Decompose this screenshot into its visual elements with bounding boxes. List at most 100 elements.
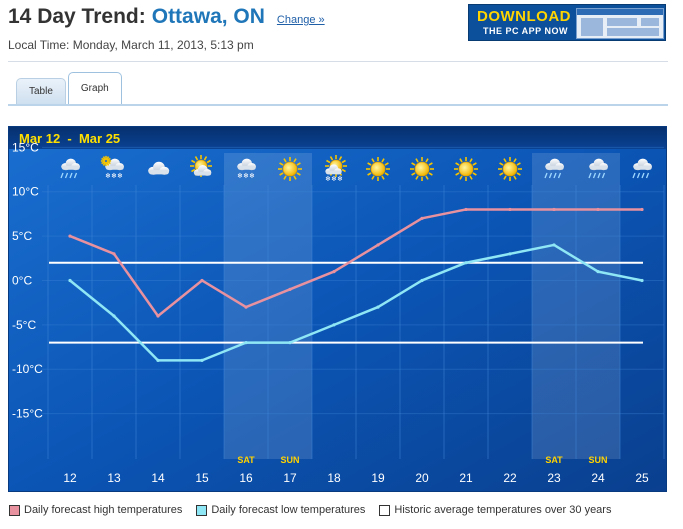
high-temp-point <box>68 234 72 238</box>
weekend-shade <box>576 153 620 459</box>
x-tick-label: 23 <box>547 471 561 485</box>
x-tick-label: 19 <box>371 471 385 485</box>
high-temp-point <box>156 314 160 318</box>
low-temp-point <box>464 261 468 265</box>
y-tick-label: 0°C <box>12 273 32 287</box>
svg-text:❄: ❄ <box>249 172 255 180</box>
svg-text:❄: ❄ <box>243 172 249 180</box>
chart-header-bar <box>9 127 666 149</box>
legend-label-historic: Historic average temperatures over 30 ye… <box>394 504 612 516</box>
low-temp-point <box>640 278 644 283</box>
low-temp-point <box>508 252 512 256</box>
weekend-label: SAT <box>237 455 255 465</box>
change-location-link[interactable]: Change » <box>276 14 325 26</box>
low-temp-point <box>552 243 556 247</box>
weekend-shade <box>268 153 312 459</box>
weekend-label: SUN <box>588 455 607 465</box>
tab-graph[interactable]: Graph <box>67 72 122 104</box>
chart-legend: Daily forecast high temperatures Daily f… <box>9 504 625 516</box>
page-title: 14 Day Trend: <box>8 5 146 28</box>
x-tick-label: 21 <box>459 471 473 485</box>
snow-icon: ❄ ❄ ❄ <box>237 158 256 180</box>
high-temp-point <box>508 207 512 212</box>
high-temp-point <box>244 305 248 309</box>
rain-icon <box>588 158 608 179</box>
high-temp-point <box>464 207 468 212</box>
x-tick-label: 14 <box>151 471 165 485</box>
y-tick-label: -5°C <box>12 318 36 332</box>
sun-icon <box>410 157 434 181</box>
svg-text:❄: ❄ <box>331 175 337 183</box>
high-temp-point <box>112 252 116 256</box>
y-tick-label: 15°C <box>12 140 39 154</box>
low-temp-point <box>420 278 424 283</box>
legend-label-high: Daily forecast high temperatures <box>24 504 183 516</box>
legend-label-low: Daily forecast low temperatures <box>211 504 366 516</box>
sun-icon <box>366 157 390 181</box>
legend-item-high: Daily forecast high temperatures <box>9 504 182 516</box>
x-tick-label: 12 <box>63 471 77 485</box>
x-tick-label: 22 <box>503 471 517 485</box>
y-tick-label: -10°C <box>12 362 43 376</box>
view-tabs: Table Graph <box>16 72 124 104</box>
svg-text:❄: ❄ <box>105 172 111 180</box>
low-temp-point <box>596 269 600 274</box>
header-divider <box>8 61 668 62</box>
high-temp-point <box>332 269 336 274</box>
sun-icon <box>454 157 478 181</box>
low-temp-point <box>200 358 204 362</box>
tab-table[interactable]: Table <box>16 78 66 104</box>
low-temp-point <box>68 278 72 283</box>
high-temp-point <box>552 207 556 212</box>
x-tick-label: 16 <box>239 471 253 485</box>
x-tick-label: 24 <box>591 471 605 485</box>
high-temp-line <box>69 208 642 318</box>
download-banner-subtitle: THE PC APP NOW <box>483 26 569 36</box>
cloud-icon <box>148 161 170 175</box>
y-tick-label: 10°C <box>12 185 39 199</box>
weekend-label: SAT <box>545 455 563 465</box>
legend-swatch-low <box>196 504 208 516</box>
svg-text:❄: ❄ <box>111 172 117 180</box>
rain-icon <box>60 158 80 179</box>
high-temp-point <box>640 207 644 212</box>
weekend-label: SUN <box>280 455 299 465</box>
low-temp-point <box>332 323 336 327</box>
svg-text:❄: ❄ <box>325 175 331 183</box>
sun-icon <box>278 157 302 181</box>
local-time: Local Time: Monday, March 11, 2013, 5:13… <box>8 38 254 52</box>
trend-chart: Mar 12 - Mar 25 SAT SUN SAT SUN ❄ ❄ ❄ ❄ ❄ ❄ ❄ ❄ ❄ 1… <box>8 126 667 492</box>
low-temp-line <box>69 243 643 362</box>
high-temp-point <box>420 216 424 220</box>
low-temp-point <box>376 305 380 309</box>
x-tick-label: 13 <box>107 471 121 485</box>
legend-item-low: Daily forecast low temperatures <box>196 504 365 516</box>
sun-icon <box>498 157 522 181</box>
rain-icon <box>544 158 564 179</box>
legend-item-historic: Historic average temperatures over 30 ye… <box>379 504 611 516</box>
svg-text:❄: ❄ <box>117 172 123 180</box>
x-tick-label: 17 <box>283 471 297 485</box>
download-app-banner[interactable]: DOWNLOAD THE PC APP NOW <box>468 4 666 41</box>
page-header: 14 Day Trend: Ottawa, ON Change » <box>8 5 325 29</box>
low-temp-point <box>244 341 248 345</box>
high-temp-point <box>596 207 600 212</box>
y-tick-label: 5°C <box>12 229 32 243</box>
city-name: Ottawa, ON <box>151 5 265 28</box>
y-tick-label: -15°C <box>12 407 43 421</box>
trend-chart-svg: Mar 12 - Mar 25 SAT SUN SAT SUN ❄ ❄ ❄ ❄ ❄ ❄ ❄ ❄ ❄ 1… <box>9 127 666 491</box>
rain-icon <box>632 158 652 179</box>
snow-rain-icon: ❄ ❄ ❄ <box>100 155 124 180</box>
sun-snow-icon: ❄ ❄ ❄ <box>325 155 347 183</box>
sun-cloud-icon <box>190 155 212 177</box>
svg-text:❄: ❄ <box>337 175 343 183</box>
low-temp-point <box>288 341 292 345</box>
tab-underline <box>8 104 668 106</box>
download-banner-title: DOWNLOAD <box>477 8 571 25</box>
chart-title: Mar 12 - Mar 25 <box>19 131 120 146</box>
x-tick-label: 18 <box>327 471 341 485</box>
x-tick-label: 20 <box>415 471 429 485</box>
x-tick-label: 25 <box>635 471 649 485</box>
legend-swatch-high <box>9 504 20 516</box>
weekend-shade <box>532 153 576 459</box>
